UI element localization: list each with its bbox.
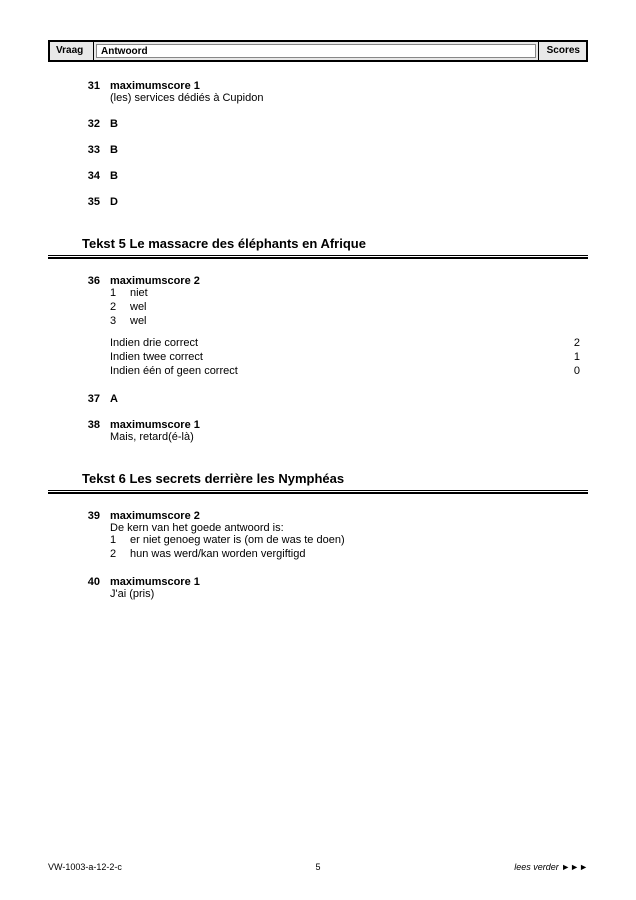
q36-s1n: 1 [110, 287, 130, 299]
footer: VW-1003-a-12-2-c 5 lees verder ►►► [48, 862, 588, 872]
q36-s2n: 2 [110, 301, 130, 313]
q39-sublist: 1er niet genoeg water is (om de was te d… [110, 534, 580, 560]
q35-ans: D [110, 196, 580, 208]
content-block-1: 31 maximumscore 1 (les) services dédiés … [48, 80, 588, 208]
q32-ans: B [110, 118, 580, 130]
q36-s2: 2wel [110, 301, 580, 313]
q39-s1: 1er niet genoeg water is (om de was te d… [110, 534, 580, 546]
q32-row: 32 B [82, 118, 580, 130]
q36-s2t: wel [130, 301, 580, 313]
q39-s2n: 2 [110, 548, 130, 560]
q36-scores: Indien drie correct2 Indien twee correct… [110, 337, 580, 377]
q33-num: 33 [82, 144, 110, 156]
q36-sublist: 1niet 2wel 3wel [110, 287, 580, 327]
q39-intro: De kern van het goede antwoord is: [110, 522, 580, 534]
q37-num: 37 [82, 393, 110, 405]
q36-r3v: 0 [560, 365, 580, 377]
content-block-3: 39 maximumscore 2 De kern van het goede … [48, 510, 588, 600]
header-col-scores: Scores [538, 42, 586, 60]
q36-r1v: 2 [560, 337, 580, 349]
q34-row: 34 B [82, 170, 580, 182]
section5-rule [48, 255, 588, 259]
q36-r3l: Indien één of geen correct [110, 365, 560, 377]
q36-r2l: Indien twee correct [110, 351, 560, 363]
q36-row: 36 maximumscore 2 1niet 2wel 3wel Indien… [82, 275, 580, 379]
section5-title: Tekst 5 Le massacre des éléphants en Afr… [48, 236, 588, 251]
header-col-vraag: Vraag [50, 42, 94, 60]
q32-num: 32 [82, 118, 110, 130]
q39-s2: 2hun was werd/kan worden vergiftigd [110, 548, 580, 560]
section6-title: Tekst 6 Les secrets derrière les Nymphéa… [48, 471, 588, 486]
q31-text: (les) services dédiés à Cupidon [110, 92, 580, 104]
q38-row: 38 maximumscore 1 Mais, retard(é-là) [82, 419, 580, 443]
q39-num: 39 [82, 510, 110, 562]
q40-row: 40 maximumscore 1 J'ai (pris) [82, 576, 580, 600]
q36-s3n: 3 [110, 315, 130, 327]
q33-ans: B [110, 144, 580, 156]
q40-ans: maximumscore 1 J'ai (pris) [110, 576, 580, 600]
section6-rule [48, 490, 588, 494]
q31-num: 31 [82, 80, 110, 104]
page-container: Vraag Antwoord Scores 31 maximumscore 1 … [0, 0, 636, 634]
footer-right: lees verder ►►► [408, 862, 588, 872]
q36-r1: Indien drie correct2 [110, 337, 580, 349]
header-box: Vraag Antwoord Scores [48, 40, 588, 62]
q36-s1t: niet [130, 287, 580, 299]
q37-ans: A [110, 393, 580, 405]
q36-r1l: Indien drie correct [110, 337, 560, 349]
q36-max: maximumscore 2 [110, 275, 580, 287]
q39-s1t: er niet genoeg water is (om de was te do… [130, 534, 580, 546]
q31-row: 31 maximumscore 1 (les) services dédiés … [82, 80, 580, 104]
q39-s2t: hun was werd/kan worden vergiftigd [130, 548, 580, 560]
q35-num: 35 [82, 196, 110, 208]
content-block-2: 36 maximumscore 2 1niet 2wel 3wel Indien… [48, 275, 588, 443]
q36-r2: Indien twee correct1 [110, 351, 580, 363]
header-col-antwoord: Antwoord [96, 44, 536, 58]
q40-text: J'ai (pris) [110, 588, 580, 600]
q40-num: 40 [82, 576, 110, 600]
q36-s3t: wel [130, 315, 580, 327]
q34-ans: B [110, 170, 580, 182]
q38-num: 38 [82, 419, 110, 443]
q36-num: 36 [82, 275, 110, 379]
q40-max: maximumscore 1 [110, 576, 580, 588]
footer-center: 5 [228, 862, 408, 872]
q36-s3: 3wel [110, 315, 580, 327]
q39-ans: maximumscore 2 De kern van het goede ant… [110, 510, 580, 562]
q33-row: 33 B [82, 144, 580, 156]
q36-ans: maximumscore 2 1niet 2wel 3wel Indien dr… [110, 275, 580, 379]
q34-num: 34 [82, 170, 110, 182]
q38-ans: maximumscore 1 Mais, retard(é-là) [110, 419, 580, 443]
q36-r2v: 1 [560, 351, 580, 363]
q36-r3: Indien één of geen correct0 [110, 365, 580, 377]
q39-max: maximumscore 2 [110, 510, 580, 522]
q36-s1: 1niet [110, 287, 580, 299]
q31-max: maximumscore 1 [110, 80, 580, 92]
footer-left: VW-1003-a-12-2-c [48, 862, 228, 872]
q37-row: 37 A [82, 393, 580, 405]
q38-text: Mais, retard(é-là) [110, 431, 580, 443]
q39-s1n: 1 [110, 534, 130, 546]
q39-row: 39 maximumscore 2 De kern van het goede … [82, 510, 580, 562]
q35-row: 35 D [82, 196, 580, 208]
q31-ans: maximumscore 1 (les) services dédiés à C… [110, 80, 580, 104]
q38-max: maximumscore 1 [110, 419, 580, 431]
